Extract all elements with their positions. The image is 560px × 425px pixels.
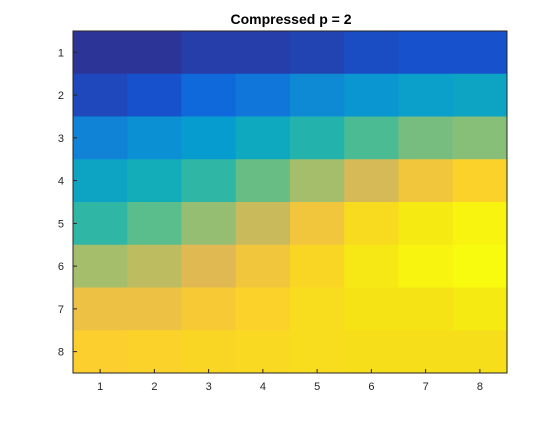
heatmap-cell-r5-c8 <box>452 202 508 246</box>
heatmap-cell-r2-c7 <box>398 73 454 117</box>
y-tick-label: 7 <box>58 304 64 316</box>
heatmap-cell-r1-c2 <box>127 31 182 75</box>
heatmap-cell-r1-c5 <box>290 31 345 75</box>
y-tick-label: 4 <box>58 176 64 188</box>
heatmap-cell-r8-c6 <box>344 330 399 374</box>
y-tick-label: 2 <box>58 90 64 102</box>
y-tick-label: 3 <box>58 133 64 145</box>
heatmap-cell-r5-c7 <box>398 202 454 246</box>
heatmap-cell-r5-c6 <box>344 202 399 246</box>
heatmap-cell-r5-c1 <box>73 202 128 246</box>
x-tick-label: 8 <box>477 381 483 393</box>
heatmap-cell-r8-c4 <box>235 330 291 374</box>
heatmap-cell-r4-c5 <box>290 159 345 203</box>
heatmap-cell-r2-c1 <box>73 73 128 117</box>
heatmap-cell-r6-c5 <box>290 244 345 288</box>
x-tick-label: 1 <box>97 381 103 393</box>
x-tick-label: 5 <box>314 381 320 393</box>
heatmap-cell-r6-c6 <box>344 244 399 288</box>
heatmap-cell-r5-c3 <box>181 202 237 246</box>
heatmap-cell-r3-c7 <box>398 116 454 160</box>
heatmap-cell-r7-c1 <box>73 287 128 331</box>
x-tick-label: 2 <box>151 381 157 393</box>
heatmap-cell-r2-c2 <box>127 73 182 117</box>
heatmap-cell-r6-c8 <box>452 244 508 288</box>
x-tick-label: 6 <box>368 381 374 393</box>
y-tick-label: 8 <box>58 347 64 359</box>
heatmap-cell-r6-c3 <box>181 244 237 288</box>
heatmap-cell-r7-c4 <box>235 287 291 331</box>
heatmap-cell-r7-c2 <box>127 287 182 331</box>
heatmap-cell-r4-c7 <box>398 159 454 203</box>
heatmap-cell-r3-c5 <box>290 116 345 160</box>
heatmap-cell-r2-c5 <box>290 73 345 117</box>
heatmap-cell-r1-c7 <box>398 31 454 75</box>
heatmap-cell-r4-c6 <box>344 159 399 203</box>
heatmap-cell-r7-c7 <box>398 287 454 331</box>
heatmap-cell-r4-c1 <box>73 159 128 203</box>
heatmap-cell-r1-c4 <box>235 31 291 75</box>
x-axis: 1 2 3 4 5 6 7 8 <box>97 369 483 393</box>
y-tick-label: 1 <box>58 47 64 59</box>
heatmap-cell-r4-c2 <box>127 159 182 203</box>
heatmap-cell-r8-c3 <box>181 330 237 374</box>
heatmap-cell-r3-c8 <box>452 116 508 160</box>
heatmap-cell-r1-c3 <box>181 31 237 75</box>
heatmap-cell-r3-c1 <box>73 116 128 160</box>
heatmap-cell-r4-c4 <box>235 159 291 203</box>
heatmap-cell-r7-c5 <box>290 287 345 331</box>
heatmap-cell-r2-c4 <box>235 73 291 117</box>
heatmap-cell-r7-c3 <box>181 287 237 331</box>
heatmap-cell-r1-c8 <box>452 31 508 75</box>
heatmap-cell-r3-c3 <box>181 116 237 160</box>
heatmap-cell-r5-c4 <box>235 202 291 246</box>
heatmap-cell-r5-c2 <box>127 202 182 246</box>
heatmap-cell-r8-c2 <box>127 330 182 374</box>
heatmap-cell-r4-c8 <box>452 159 508 203</box>
heatmap-cell-r1-c1 <box>73 31 128 75</box>
heatmap-cell-r8-c8 <box>452 330 508 374</box>
x-tick-label: 4 <box>260 381 266 393</box>
heatmap-cells <box>73 31 508 374</box>
heatmap-cell-r2-c3 <box>181 73 237 117</box>
heatmap-cell-r6-c4 <box>235 244 291 288</box>
y-tick-label: 6 <box>58 261 64 273</box>
heatmap-cell-r6-c7 <box>398 244 454 288</box>
heatmap-cell-r4-c3 <box>181 159 237 203</box>
heatmap-cell-r5-c5 <box>290 202 345 246</box>
heatmap-cell-r1-c6 <box>344 31 399 75</box>
heatmap-cell-r8-c5 <box>290 330 345 374</box>
heatmap-cell-r7-c8 <box>452 287 508 331</box>
heatmap-cell-r6-c1 <box>73 244 128 288</box>
heatmap-cell-r2-c6 <box>344 73 399 117</box>
heatmap-cell-r8-c1 <box>73 330 128 374</box>
x-tick-label: 3 <box>206 381 212 393</box>
heatmap-cell-r3-c4 <box>235 116 291 160</box>
chart-title: Compressed p = 2 <box>231 11 352 27</box>
heatmap-cell-r8-c7 <box>398 330 454 374</box>
heatmap-cell-r7-c6 <box>344 287 399 331</box>
y-tick-label: 5 <box>58 218 64 230</box>
y-axis: 1 2 3 4 5 6 7 8 <box>58 47 77 359</box>
plot-frame <box>72 30 508 374</box>
heatmap-cell-r3-c2 <box>127 116 182 160</box>
x-tick-label: 7 <box>423 381 429 393</box>
heatmap-cell-r2-c8 <box>452 73 508 117</box>
heatmap-cell-r3-c6 <box>344 116 399 160</box>
heatmap-cell-r6-c2 <box>127 244 182 288</box>
